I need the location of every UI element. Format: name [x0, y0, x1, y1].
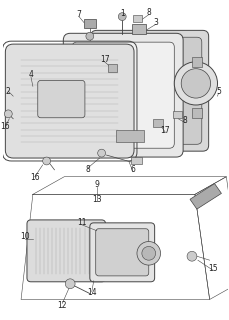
Circle shape	[142, 246, 156, 260]
Text: 15: 15	[208, 264, 217, 273]
Text: 2: 2	[6, 87, 11, 96]
Circle shape	[4, 110, 12, 118]
Polygon shape	[116, 130, 144, 142]
Circle shape	[137, 242, 161, 265]
Bar	[107, 64, 117, 72]
Text: 12: 12	[57, 301, 67, 310]
Circle shape	[86, 32, 94, 40]
FancyBboxPatch shape	[27, 220, 106, 282]
Circle shape	[174, 62, 218, 105]
Text: 8: 8	[146, 8, 151, 17]
FancyBboxPatch shape	[63, 33, 183, 157]
Text: 8: 8	[85, 165, 90, 174]
Circle shape	[181, 69, 211, 98]
Circle shape	[43, 157, 51, 165]
Bar	[133, 15, 142, 21]
Circle shape	[187, 251, 197, 261]
Bar	[192, 57, 202, 67]
Circle shape	[118, 13, 126, 20]
Text: 7: 7	[76, 10, 82, 19]
Text: 17: 17	[100, 55, 109, 64]
Text: 6: 6	[131, 165, 136, 174]
Text: 11: 11	[77, 218, 87, 227]
FancyBboxPatch shape	[91, 30, 209, 151]
Text: 9: 9	[94, 180, 99, 189]
Text: 16: 16	[30, 173, 40, 182]
Bar	[192, 108, 202, 118]
FancyBboxPatch shape	[96, 229, 149, 276]
FancyBboxPatch shape	[98, 37, 202, 144]
Text: 10: 10	[20, 232, 30, 241]
Text: 17: 17	[161, 126, 170, 135]
Text: 16: 16	[0, 122, 10, 131]
Circle shape	[98, 149, 106, 157]
Text: 5: 5	[216, 87, 221, 96]
Text: 3: 3	[153, 18, 158, 27]
Bar	[173, 111, 182, 118]
Text: 14: 14	[87, 288, 97, 297]
Text: 1: 1	[120, 9, 125, 18]
Text: 13: 13	[92, 195, 101, 204]
Bar	[131, 157, 142, 164]
Polygon shape	[84, 19, 96, 28]
Bar	[153, 119, 163, 127]
Polygon shape	[190, 184, 221, 209]
FancyBboxPatch shape	[5, 44, 134, 158]
FancyBboxPatch shape	[38, 80, 85, 118]
FancyBboxPatch shape	[72, 42, 174, 148]
Text: 8: 8	[183, 116, 188, 125]
Text: 4: 4	[28, 70, 33, 79]
Bar	[132, 24, 146, 34]
FancyBboxPatch shape	[90, 223, 155, 282]
Circle shape	[65, 279, 75, 289]
